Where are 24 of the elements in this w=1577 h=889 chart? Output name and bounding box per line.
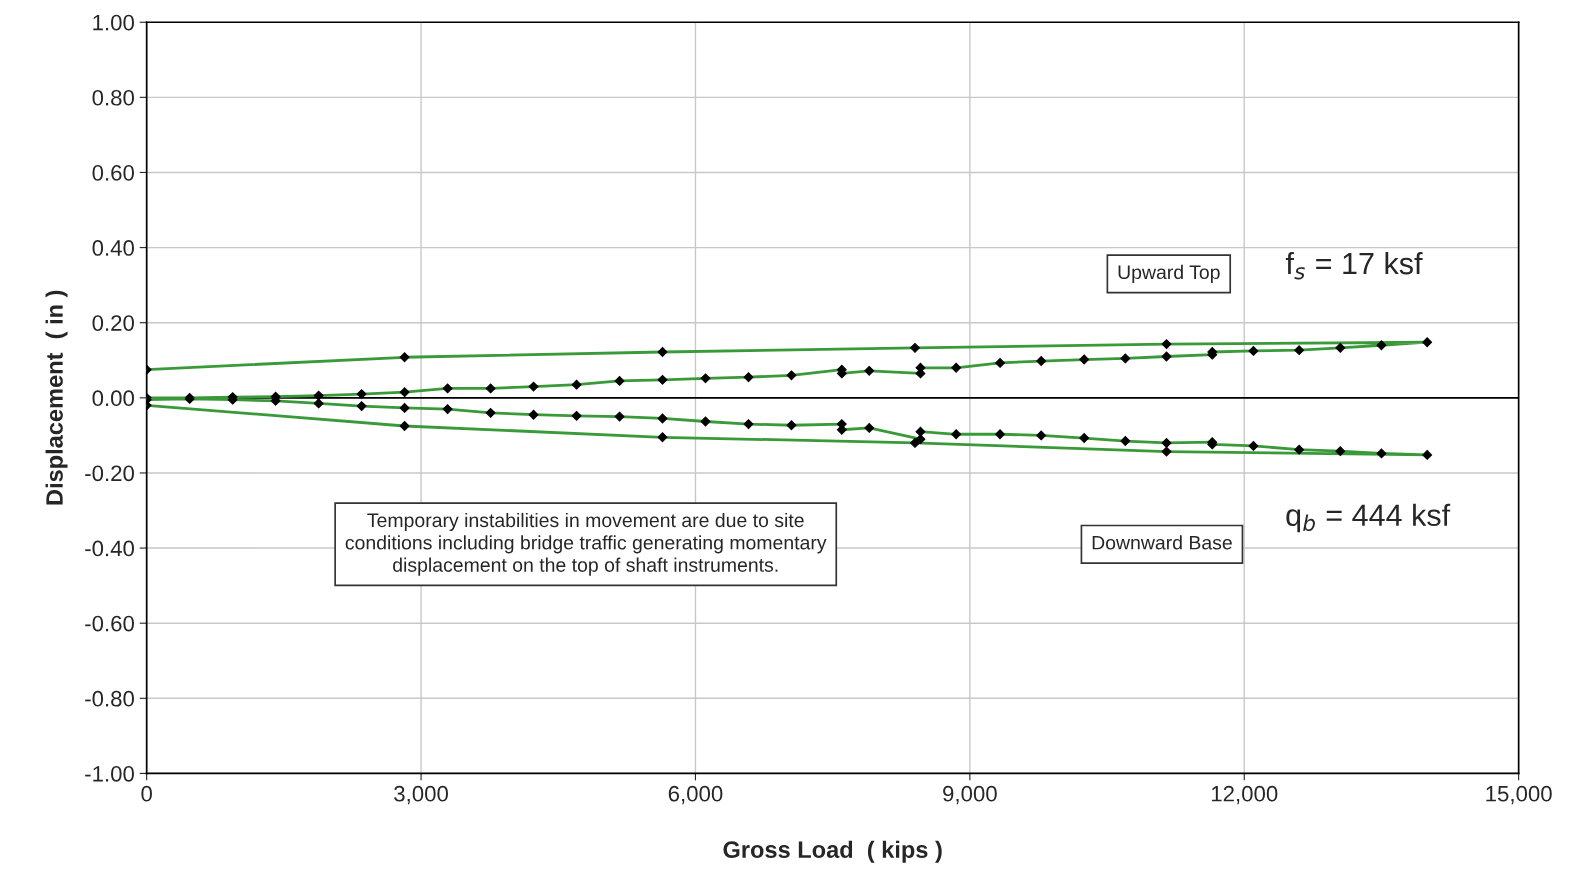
x-axis-title: Gross Load ( kips ) — [723, 840, 942, 863]
x-tick-label: 0 — [141, 785, 152, 802]
y-tick-label: 1.00 — [93, 14, 134, 31]
x-tick-label: 6,000 — [668, 785, 723, 805]
y-tick-label: 0.40 — [92, 240, 134, 256]
y-tick-label: -0.60 — [85, 615, 134, 632]
annotation: Downward Base — [1092, 535, 1232, 550]
annotation: q$_{b}$ = 444 ksf — [1286, 503, 1451, 533]
y-axis-title: Displacement ( in ) — [45, 290, 68, 505]
y-tick-label: -0.80 — [85, 690, 134, 707]
x-tick-label: 12,000 — [1211, 785, 1278, 805]
x-tick-label: 3,000 — [394, 785, 448, 805]
annotation: Upward Top — [1118, 264, 1220, 283]
y-tick-label: 0.20 — [92, 315, 134, 331]
y-tick-label: -0.20 — [85, 465, 134, 482]
x-tick-label: 9,000 — [943, 785, 997, 805]
y-tick-label: -1.00 — [85, 765, 134, 782]
x-tick-label: 15,000 — [1486, 785, 1552, 805]
annotation: Temporary instabilities in movement are due to site conditions including bridge traffic generating momentary displacement on the top of shaft instruments. — [345, 512, 827, 576]
y-tick-label: 0.80 — [92, 89, 134, 106]
annotation: f$_{s}$ = 17 ksf — [1285, 251, 1423, 280]
y-tick-label: -0.40 — [85, 540, 134, 557]
y-tick-label: 0.60 — [92, 165, 134, 181]
y-tick-label: 0.00 — [92, 390, 134, 407]
